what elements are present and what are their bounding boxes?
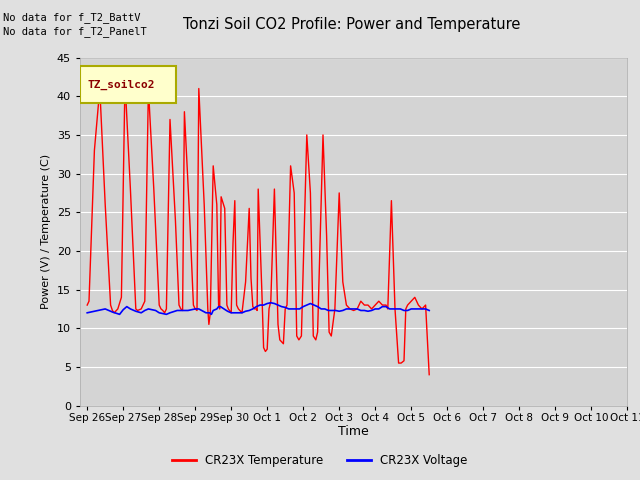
X-axis label: Time: Time [338,425,369,438]
Legend: CR23X Temperature, CR23X Voltage: CR23X Temperature, CR23X Voltage [168,449,472,472]
Text: Tonzi Soil CO2 Profile: Power and Temperature: Tonzi Soil CO2 Profile: Power and Temper… [183,17,521,32]
Text: TZ_soilco2: TZ_soilco2 [87,79,155,90]
Y-axis label: Power (V) / Temperature (C): Power (V) / Temperature (C) [42,154,51,309]
Text: No data for f_T2_PanelT: No data for f_T2_PanelT [3,26,147,37]
Text: No data for f_T2_BattV: No data for f_T2_BattV [3,12,141,23]
FancyBboxPatch shape [80,66,176,103]
